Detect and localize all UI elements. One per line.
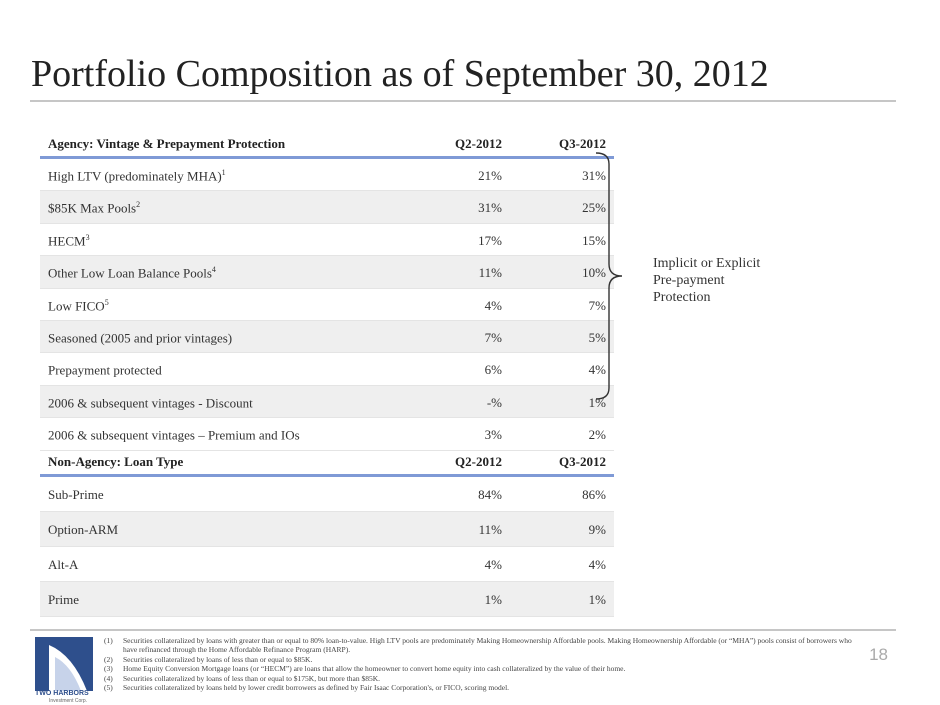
row-q2-value: -% xyxy=(486,394,502,410)
row-q2-value: 7% xyxy=(484,329,502,345)
agency-table-body: High LTV (predominately MHA)1 21% 31% $85K … xyxy=(40,159,614,451)
table-row: Option-ARM 11% 9% xyxy=(40,512,614,547)
footnote-number: (5) xyxy=(104,683,113,693)
row-q2-value: 1% xyxy=(484,592,502,607)
nonagency-table-body: Sub-Prime 84% 86% Option-ARM 11% 9% Alt-A 4% 4% P… xyxy=(40,477,614,617)
table-row: 2006 & subsequent vintages - Discount -% 1… xyxy=(40,385,614,419)
nonagency-header-label: Non-Agency: Loan Type xyxy=(48,454,184,469)
protection-label-line-3: Protection xyxy=(653,290,711,305)
nonagency-table-header: Non-Agency: Loan Type Q2-2012 Q3-2012 xyxy=(40,444,614,477)
logo-subtitle: Investment Corp. xyxy=(49,698,88,704)
row-label: 2006 & subsequent vintages - Discount xyxy=(48,395,253,411)
row-label: Alt-A xyxy=(48,557,79,572)
footnote: (5) Securities collateralized by loans he… xyxy=(104,683,856,692)
agency-table: Agency: Vintage & Prepayment Protection … xyxy=(40,126,614,451)
row-q2-value: 4% xyxy=(484,557,502,572)
footnotes: (1) Securities collateralized by loans wi… xyxy=(104,636,856,692)
row-q3-value: 31% xyxy=(582,168,606,183)
footnote-text: Home Equity Conversion Mortgage loans (o… xyxy=(123,664,626,674)
row-q3-value: 5% xyxy=(588,329,606,345)
row-label: Sub-Prime xyxy=(48,487,104,502)
agency-header-q3: Q3-2012 xyxy=(559,136,606,151)
table-row: Seasoned (2005 and prior vintages) 7% 5% xyxy=(40,320,614,354)
footnote-text: Securities collateralized by loans with … xyxy=(123,636,852,655)
row-label: Option-ARM xyxy=(48,522,119,537)
row-q3-value: 86% xyxy=(582,487,606,502)
row-label: Low FICO5 xyxy=(48,297,109,313)
row-q3-value: 9% xyxy=(588,522,606,537)
row-q2-value: 11% xyxy=(478,265,502,281)
table-row: High LTV (predominately MHA)1 21% 31% xyxy=(40,159,614,192)
footnote-number: (4) xyxy=(104,673,113,683)
row-q3-value: 4% xyxy=(588,362,606,378)
table-row: Low FICO5 4% 7% xyxy=(40,289,614,321)
table-row: HECM3 17% 15% xyxy=(40,224,614,257)
row-q3-value: 4% xyxy=(588,557,606,572)
logo-wordmark: TWO HARBORS xyxy=(35,690,89,697)
footnote-number: (1) xyxy=(104,636,113,645)
table-row: Prime 1% 1% xyxy=(40,582,614,617)
row-q2-value: 3% xyxy=(484,427,502,443)
page-number: 18 xyxy=(869,645,888,664)
row-label: HECM3 xyxy=(48,232,90,249)
protection-label-line-1: Implicit or Explicit xyxy=(653,256,761,271)
table-row: $85K Max Pools2 31% 25% xyxy=(40,191,614,224)
bracket-brace-icon xyxy=(595,152,623,400)
protection-label-line-2: Pre-payment xyxy=(653,273,725,288)
row-label: High LTV (predominately MHA)1 xyxy=(48,168,226,184)
row-q2-value: 84% xyxy=(478,487,502,502)
nonagency-table: Non-Agency: Loan Type Q2-2012 Q3-2012 Su… xyxy=(40,444,614,617)
nonagency-header-q2: Q2-2012 xyxy=(455,454,502,469)
table-row: Sub-Prime 84% 86% xyxy=(40,477,614,512)
footnote-text: Securities collateralized by loans of le… xyxy=(123,673,381,683)
footnote-text: Securities collateralized by loans held … xyxy=(123,683,510,693)
row-q2-value: 17% xyxy=(478,232,502,248)
table-row: Other Low Loan Balance Pools4 11% 10% xyxy=(40,256,614,289)
row-label: Seasoned (2005 and prior vintages) xyxy=(48,330,233,346)
row-q3-value: 25% xyxy=(582,200,606,216)
row-q2-value: 11% xyxy=(478,522,502,537)
title-divider xyxy=(30,100,896,102)
footnote: (3) Home Equity Conversion Mortgage loans… xyxy=(104,664,856,673)
row-label: 2006 & subsequent vintages – Premium and… xyxy=(48,427,300,443)
page-title: Portfolio Composition as of September 30… xyxy=(31,53,769,95)
row-q3-value: 1% xyxy=(588,592,606,607)
table-row: 2006 & subsequent vintages – Premium and… xyxy=(40,418,614,451)
table-row: Prepayment protected 6% 4% xyxy=(40,353,614,386)
row-q2-value: 21% xyxy=(478,168,502,183)
row-q2-value: 4% xyxy=(484,297,502,313)
prepayment-protection-label: Implicit or Explicit Pre-payment Protect… xyxy=(653,255,760,306)
row-label: $85K Max Pools2 xyxy=(48,200,141,216)
footnote-number: (3) xyxy=(104,664,113,674)
row-q3-value: 7% xyxy=(588,297,606,313)
table-row: Alt-A 4% 4% xyxy=(40,547,614,582)
footnote-number: (2) xyxy=(104,654,113,664)
agency-table-header: Agency: Vintage & Prepayment Protection … xyxy=(40,126,614,159)
nonagency-header-q3: Q3-2012 xyxy=(559,454,606,469)
agency-header-q2: Q2-2012 xyxy=(455,136,502,151)
footnote: (1) Securities collateralized by loans wi… xyxy=(104,636,856,655)
two-harbors-logo-icon xyxy=(35,637,93,691)
footnote-text: Securities collateralized by loans of le… xyxy=(123,654,313,664)
row-q2-value: 6% xyxy=(484,362,502,378)
row-label: Other Low Loan Balance Pools4 xyxy=(48,265,216,281)
row-q3-value: 2% xyxy=(588,427,606,443)
footnote: (2) Securities collateralized by loans of… xyxy=(104,655,856,664)
row-label: Prepayment protected xyxy=(48,362,162,378)
row-q3-value: 10% xyxy=(582,265,606,281)
row-label: Prime xyxy=(48,592,80,607)
agency-header-label: Agency: Vintage & Prepayment Protection xyxy=(48,136,286,151)
footer-divider xyxy=(30,629,896,631)
row-q3-value: 15% xyxy=(582,232,606,248)
footnote: (4) Securities collateralized by loans of… xyxy=(104,674,856,683)
row-q2-value: 31% xyxy=(478,200,502,216)
